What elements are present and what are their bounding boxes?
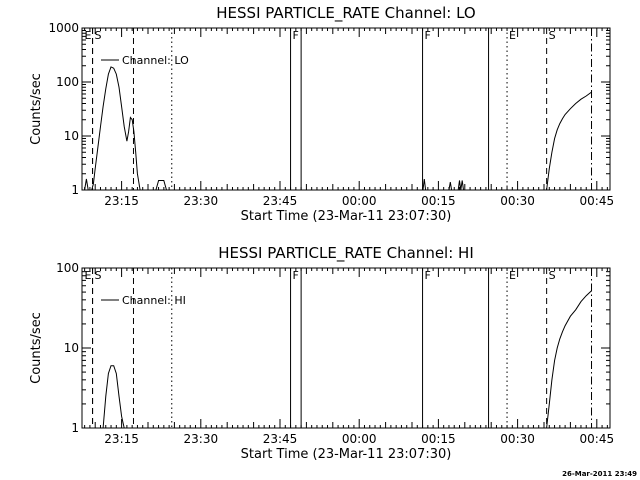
chart-1-legend-label: Channel: HI	[122, 294, 186, 307]
chart-0-x-tick-label: 23:15	[104, 194, 139, 208]
chart-1-plot-frame	[81, 267, 611, 429]
chart-1-x-tick-label: 23:45	[263, 432, 298, 446]
chart-1-x-tick-label: 23:30	[184, 432, 219, 446]
chart-0-event-marker-label: E	[85, 29, 92, 42]
channel-hi-plot: HESSI PARTICLE_RATE Channel: HI 1 10 100 23:…	[29, 244, 614, 462]
chart-1-y-tick-label: 10	[64, 341, 79, 355]
chart-1-event-marker-label: S	[95, 269, 102, 282]
chart-1-x-tick-label: 00:00	[342, 432, 377, 446]
chart-1-x-tick-label: 00:45	[580, 432, 615, 446]
chart-0-event-marker-label: F	[293, 29, 299, 42]
chart-1-event-marker-label: S	[549, 269, 556, 282]
chart-1-title: HESSI PARTICLE_RATE Channel: HI	[218, 244, 474, 263]
chart-0-y-tick-label: 1000	[48, 21, 79, 35]
chart-1-event-marker-label: F	[425, 269, 431, 282]
chart-1-event-marker-label: F	[293, 269, 299, 282]
chart-0-event-marker-label: S	[95, 29, 102, 42]
chart-0-y-tick-label: 100	[56, 75, 79, 89]
chart-1-x-tick-label: 23:15	[104, 432, 139, 446]
chart-1-series-line-1	[546, 290, 592, 429]
chart-0-series-line-2	[546, 91, 592, 191]
chart-0-x-tick-label: 00:45	[580, 194, 615, 208]
chart-0-plot-frame	[81, 27, 611, 191]
chart-0-series-line-0	[84, 66, 170, 191]
chart-0-x-tick-label: 23:30	[184, 194, 219, 208]
chart-0-title: HESSI PARTICLE_RATE Channel: LO	[216, 4, 475, 23]
footer-timestamp: 26-Mar-2011 23:49	[562, 470, 637, 478]
chart-0-legend-label: Channel: LO	[122, 54, 189, 67]
chart-0-x-tick-label: 00:30	[500, 194, 535, 208]
chart-0-y-tick-label: 1	[71, 183, 79, 197]
chart-0-x-tick-label: 00:00	[342, 194, 377, 208]
chart-1-x-tick-label: 00:30	[500, 432, 535, 446]
chart-0-y-tick-label: 10	[64, 129, 79, 143]
chart-0-y-axis-label: Counts/sec	[29, 73, 44, 145]
chart-1-event-marker-label: E	[509, 269, 516, 282]
chart-1-y-tick-label: 1	[71, 421, 79, 435]
chart-1-y-tick-label: 100	[56, 261, 79, 275]
chart-0-event-marker-label: F	[425, 29, 431, 42]
chart-0-x-tick-label: 00:15	[421, 194, 456, 208]
chart-1-x-tick-label: 00:15	[421, 432, 456, 446]
chart-1-x-axis-label: Start Time (23-Mar-11 23:07:30)	[241, 447, 452, 462]
chart-0-x-tick-label: 23:45	[263, 194, 298, 208]
chart-1-series-line-0	[102, 365, 125, 429]
chart-0-x-axis-label: Start Time (23-Mar-11 23:07:30)	[241, 209, 452, 224]
chart-0-series-line-1	[422, 178, 464, 191]
chart-0-event-marker-label: E	[509, 29, 516, 42]
chart-1-event-marker-label: E	[85, 269, 92, 282]
chart-1-y-axis-label: Counts/sec	[29, 312, 44, 384]
chart-0-event-marker-label: S	[549, 29, 556, 42]
channel-lo-plot: HESSI PARTICLE_RATE Channel: LO 1 10 100 100…	[29, 4, 614, 224]
